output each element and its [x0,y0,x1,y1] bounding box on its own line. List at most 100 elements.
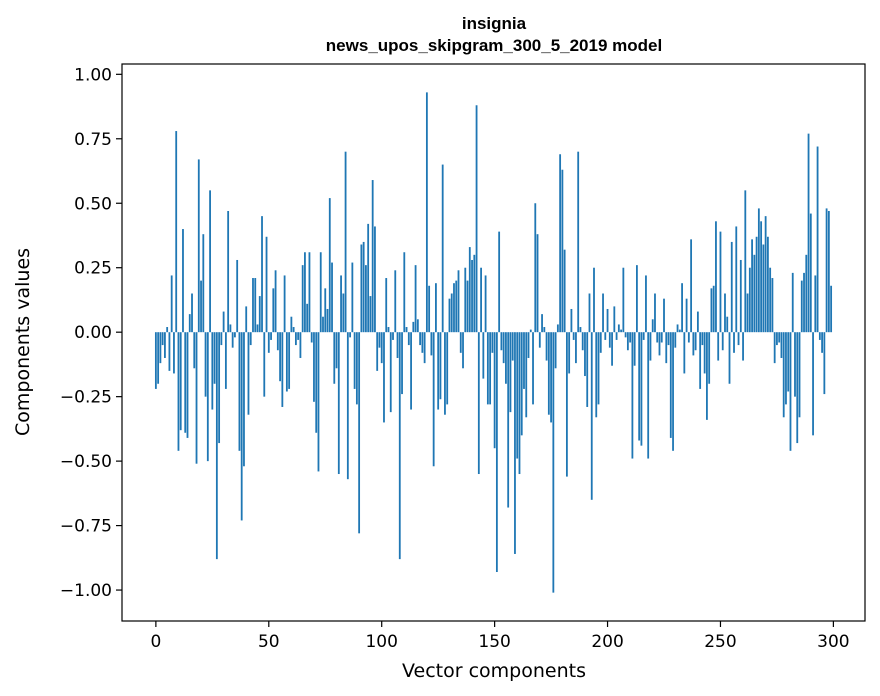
bar [633,332,636,366]
bar [550,332,552,423]
bar [742,332,744,361]
bar [238,332,241,451]
bar [211,332,214,410]
bar [407,332,410,346]
bar [651,319,654,333]
bar [706,332,708,420]
bar [157,332,160,384]
bar [696,311,699,333]
bar [615,332,618,340]
bar [554,332,557,369]
y-tick-label: 0.50 [74,194,112,214]
bar [782,332,785,418]
bar [419,332,422,346]
bar [805,254,808,333]
bar [378,332,381,348]
bar [462,332,464,369]
bar [611,332,613,366]
bar [588,293,591,333]
bar [288,332,291,389]
bar [827,210,830,333]
bar [520,332,523,436]
bar [667,332,670,346]
bar [448,298,451,333]
bar [154,332,157,389]
bar [319,252,322,333]
bar [423,332,426,364]
bar [457,270,460,333]
bar [353,332,356,389]
bar [541,314,543,333]
bar [281,332,284,407]
bar [213,332,216,384]
bar [222,311,225,333]
bar [663,298,665,333]
bar [712,285,715,333]
bar [220,332,223,346]
bar [346,332,349,480]
bar [292,327,295,333]
bar [315,332,318,433]
bar [358,332,361,534]
bar [249,332,252,346]
bar [543,327,546,333]
bar [274,270,277,333]
bar [825,208,828,333]
bar [502,332,505,364]
bar [195,332,198,464]
x-tick-label: 150 [478,632,510,652]
bar [351,262,354,333]
bar [575,332,577,364]
bar [243,332,245,467]
bar [586,332,589,407]
bar [595,332,598,418]
x-tick-label: 100 [365,632,397,652]
bar [444,332,446,415]
bar [559,154,562,333]
bar [617,324,620,333]
bar [477,332,480,475]
bar [466,280,469,333]
x-tick-label: 250 [704,632,736,652]
bar [728,332,731,384]
bar [410,332,412,410]
bar [387,327,390,333]
bar [814,275,817,333]
bar [710,288,713,333]
bar [631,332,634,459]
bar [308,252,311,333]
bar [649,332,652,361]
bar [626,332,629,351]
bar [256,324,259,333]
bar [757,208,760,333]
bar [224,332,227,389]
bar [322,316,324,333]
bar [602,293,604,333]
bar [294,332,297,346]
bar [699,332,702,389]
x-tick-label: 200 [591,632,623,652]
bar [261,216,263,333]
bar [509,332,512,413]
y-tick-label: 0.00 [74,323,112,343]
y-tick-label: 1.00 [74,65,112,85]
bar [355,332,358,405]
bar [435,283,437,333]
bar [645,275,647,333]
bar [270,332,272,340]
bar [459,332,462,353]
bar [760,221,763,333]
bar [265,236,268,333]
bar [830,285,833,333]
bar [170,275,173,333]
bar [737,332,740,346]
bar [473,254,476,333]
bar [344,151,347,333]
bar [342,293,345,333]
bar [570,308,573,333]
bar [577,151,580,333]
bar [367,223,370,333]
bar [236,259,239,333]
bar [518,332,521,475]
bar [604,332,607,340]
